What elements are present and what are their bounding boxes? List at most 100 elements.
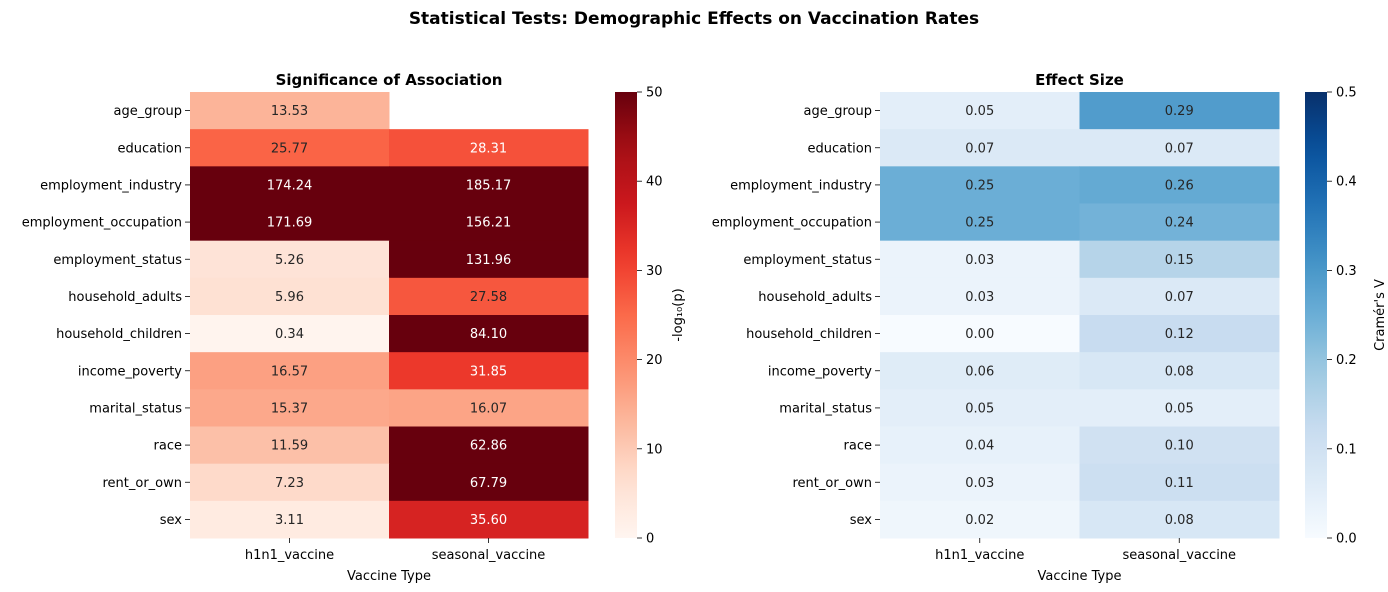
- cell-value-label: 0.29: [1165, 104, 1194, 119]
- row-label-household-adults: household_adults: [68, 290, 182, 305]
- cell-value-label: 0.05: [1165, 401, 1194, 416]
- x-axis-label: Vaccine Type: [1038, 569, 1122, 584]
- row-label-age-group: age_group: [804, 104, 872, 119]
- heatmap-cell: [190, 352, 390, 390]
- cell-value-label: 0.15: [1165, 253, 1194, 268]
- heatmap-cell: [1079, 352, 1280, 390]
- cell-value-label: 11.59: [271, 439, 308, 454]
- cell-value-label: 5.96: [275, 290, 304, 305]
- cell-value-label: 0.03: [965, 253, 994, 268]
- panel-title: Significance of Association: [276, 71, 503, 89]
- effect-size-heatmap: Effect Size 0.05 0.29 0.07 0.07 0.25 0.26 0.25 0…: [712, 71, 1388, 584]
- column-label-seasonal-vaccine: seasonal_vaccine: [1122, 548, 1236, 563]
- cell-value-label: 3.11: [275, 513, 304, 528]
- row-label-employment-occupation: employment_occupation: [22, 216, 182, 231]
- colorbar-tick-label: 0.3: [1336, 264, 1357, 279]
- heatmap-cell: [880, 500, 1080, 539]
- column-label-h1n1-vaccine: h1n1_vaccine: [935, 548, 1024, 563]
- row-label-rent-or-own: rent_or_own: [102, 476, 182, 491]
- heatmap-cell: [880, 92, 1080, 130]
- heatmap-cell: [1079, 463, 1280, 502]
- cell-value-label: 0.25: [965, 216, 994, 231]
- cell-value-label: 13.53: [271, 104, 308, 119]
- heatmap-cell: [389, 277, 589, 316]
- cell-value-label: 156.21: [466, 216, 512, 231]
- row-label-employment-occupation: employment_occupation: [712, 216, 872, 231]
- heatmap-cell: [1079, 129, 1280, 167]
- row-label-sex: sex: [850, 513, 873, 528]
- heatmap-cell: [1079, 277, 1280, 316]
- heatmap-cell: [389, 500, 589, 539]
- heatmap-cell: [1079, 426, 1280, 465]
- heatmap-cell: [1079, 92, 1280, 130]
- colorbar-tick-label: 30: [646, 264, 663, 279]
- heatmap-cell: [190, 389, 390, 427]
- cell-value-label: 185.17: [466, 178, 512, 193]
- cell-value-label: 0.05: [965, 104, 994, 119]
- cell-value-label: 16.07: [470, 401, 507, 416]
- heatmap-cell: [880, 277, 1080, 316]
- heatmap-cell: [880, 352, 1080, 390]
- row-label-race: race: [844, 439, 872, 454]
- significance-heatmap: Significance of Association 13.53 25.77 28.…: [22, 71, 686, 584]
- row-label-marital-status: marital_status: [779, 401, 872, 416]
- heatmap-cell: [1079, 389, 1280, 427]
- cell-value-label: 67.79: [470, 476, 507, 491]
- heatmap-cell: [389, 240, 589, 279]
- heatmap-cell: [880, 426, 1080, 465]
- row-label-household-children: household_children: [56, 327, 182, 342]
- cell-value-label: 84.10: [470, 327, 507, 342]
- cell-value-label: 5.26: [275, 253, 304, 268]
- heatmap-cell: [190, 240, 390, 279]
- cell-value-label: 0.02: [965, 513, 994, 528]
- cell-value-label: 0.06: [965, 364, 994, 379]
- heatmap-cell: [389, 389, 589, 427]
- heatmap-cell: [880, 315, 1080, 353]
- column-label-seasonal-vaccine: seasonal_vaccine: [432, 548, 546, 563]
- colorbar-tick-label: 0.2: [1336, 353, 1357, 368]
- heatmap-cell: [389, 352, 589, 390]
- row-label-income-poverty: income_poverty: [768, 364, 872, 379]
- row-label-employment-industry: employment_industry: [40, 178, 182, 193]
- heatmap-cell: [389, 315, 589, 353]
- cell-value-label: 0.04: [965, 439, 994, 454]
- heatmap-cell: [880, 203, 1080, 242]
- row-label-sex: sex: [160, 513, 183, 528]
- cell-value-label: 25.77: [271, 141, 308, 156]
- column-label-h1n1-vaccine: h1n1_vaccine: [245, 548, 334, 563]
- heatmap-cell: [880, 240, 1080, 279]
- cell-value-label: 0.03: [965, 476, 994, 491]
- cell-value-label: 0.07: [1165, 290, 1194, 305]
- heatmap-cell: [190, 463, 390, 502]
- cell-value-label: 0.25: [965, 178, 994, 193]
- cell-value-label: 28.31: [470, 141, 507, 156]
- row-label-income-poverty: income_poverty: [78, 364, 182, 379]
- colorbar-tick-label: 0.4: [1336, 175, 1357, 190]
- heatmap-cell: [389, 463, 589, 502]
- heatmap-cell: [880, 166, 1080, 204]
- heatmap-cell: [190, 166, 390, 204]
- colorbar-tick-label: 50: [646, 86, 663, 101]
- row-label-education: education: [807, 141, 872, 156]
- heatmap-cell: [190, 129, 390, 167]
- figure-title: Statistical Tests: Demographic Effects o…: [409, 9, 979, 29]
- colorbar-label: Cramér's V: [1373, 279, 1388, 351]
- cell-value-label: 16.57: [271, 364, 308, 379]
- heatmap-cell: [1079, 240, 1280, 279]
- cell-value-label: 0.11: [1165, 476, 1194, 491]
- cell-value-label: 31.85: [470, 364, 507, 379]
- cell-value-label: 0.07: [965, 141, 994, 156]
- row-label-household-adults: household_adults: [758, 290, 872, 305]
- row-label-education: education: [117, 141, 182, 156]
- cell-value-label: 0.07: [1165, 141, 1194, 156]
- heatmap-cell: [389, 129, 589, 167]
- heatmap-cell: [389, 203, 589, 242]
- cell-value-label: 7.23: [275, 476, 304, 491]
- cell-value-label: 171.69: [267, 216, 313, 231]
- cell-value-label: 0.10: [1165, 439, 1194, 454]
- cell-value-label: 0.00: [965, 327, 994, 342]
- heatmap-cell: [389, 166, 589, 204]
- panel-title: Effect Size: [1035, 71, 1124, 89]
- row-label-marital-status: marital_status: [89, 401, 182, 416]
